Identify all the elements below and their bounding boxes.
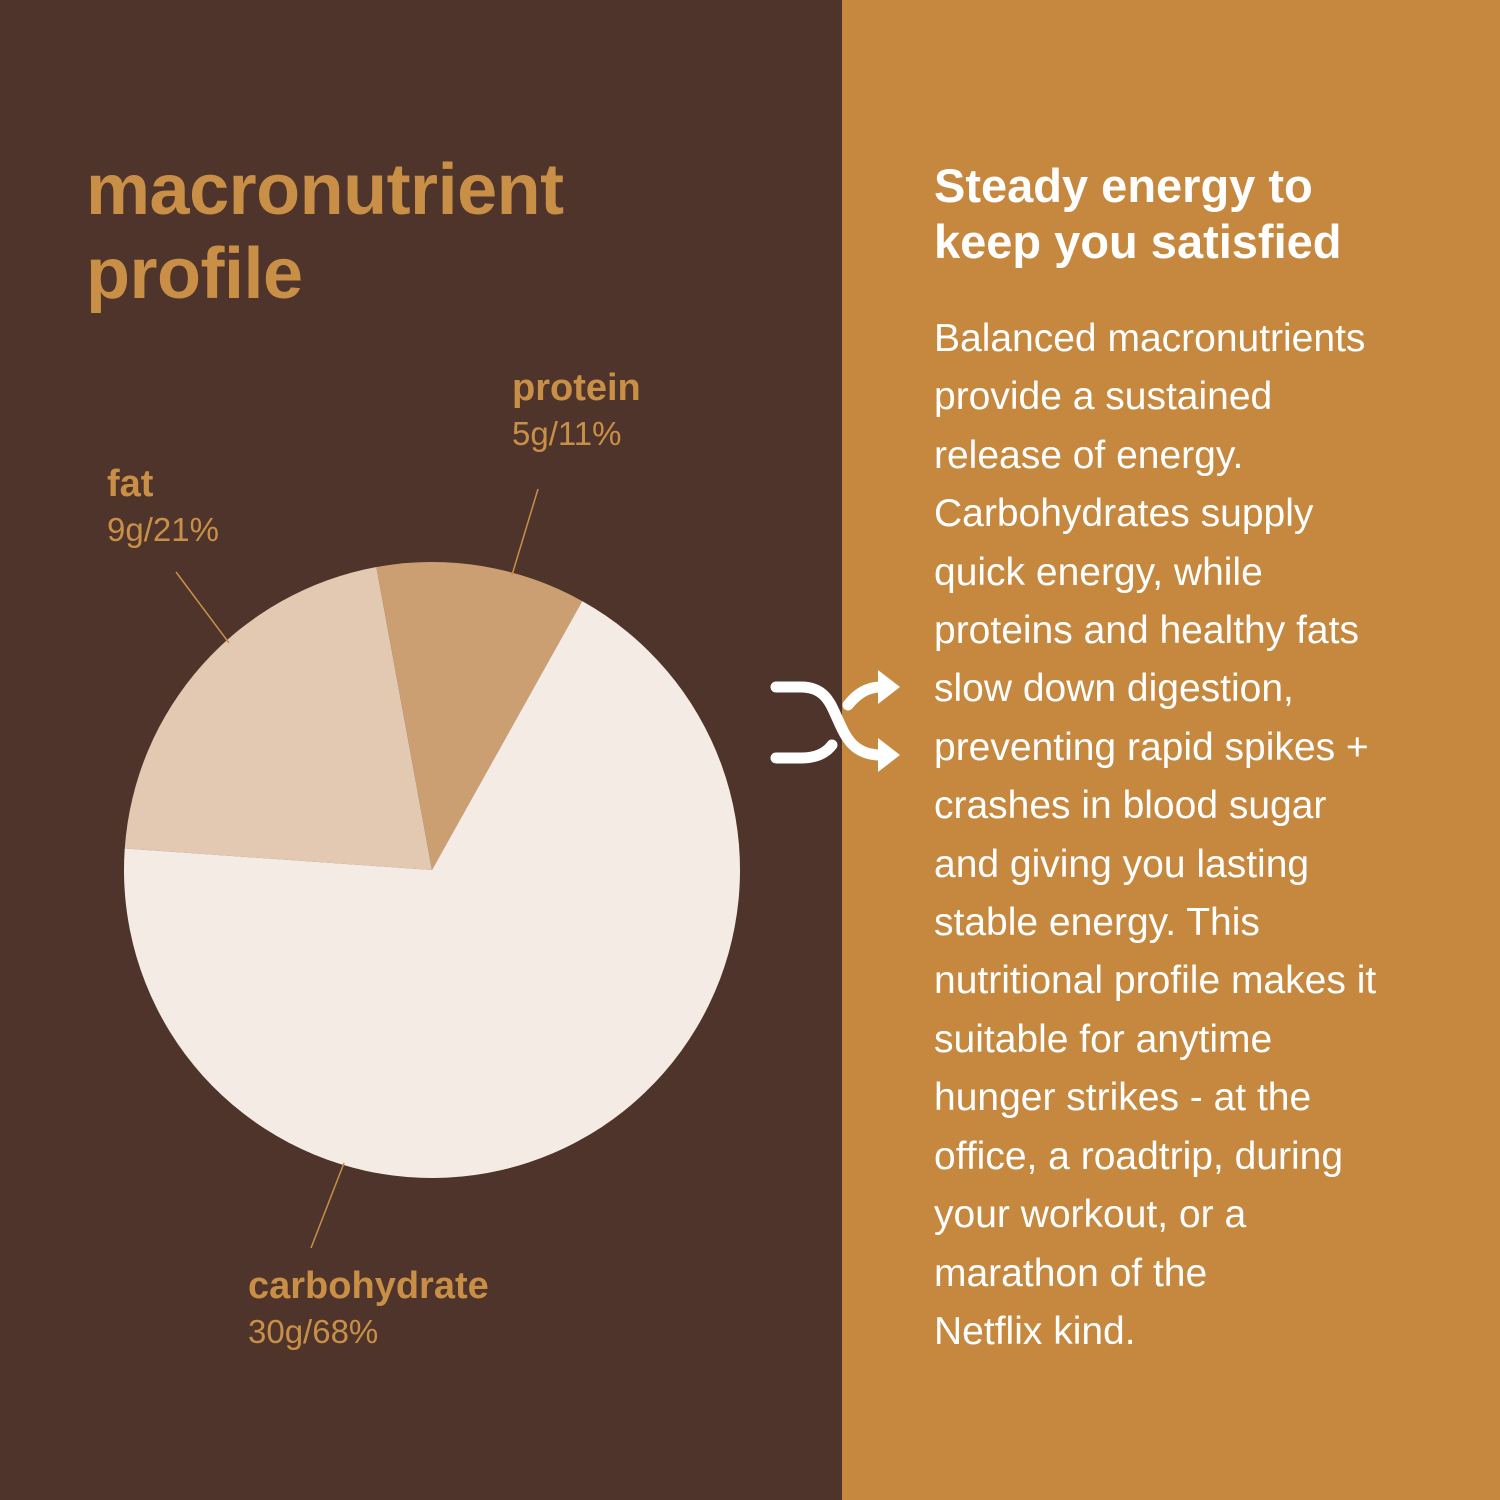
carbohydrate-label: carbohydrate 30g/68% [248, 1264, 489, 1356]
title-line: profile [86, 234, 303, 314]
page-title: macronutrient profile [86, 148, 564, 316]
carbohydrate-value: 30g/68% [248, 1313, 379, 1350]
body-line: your workout, or a [934, 1193, 1247, 1237]
carbohydrate-name: carbohydrate [248, 1265, 489, 1307]
carbohydrate-leader-line [310, 1162, 345, 1249]
body-line: nutritional profile makes it [934, 959, 1377, 1003]
body-line: Carbohydrates supply [934, 492, 1314, 536]
fat-name: fat [107, 463, 154, 505]
heading-line: keep you satisfied [934, 215, 1342, 268]
fat-leader-line [175, 571, 230, 644]
body-line: release of energy. [934, 433, 1244, 477]
pie-chart [124, 488, 741, 1249]
protein-label: protein 5g/11% [512, 366, 641, 458]
fat-label: fat 9g/21% [107, 462, 219, 554]
body-line: suitable for anytime [934, 1017, 1273, 1061]
fat-slice [124, 567, 432, 870]
body-line: marathon of the [934, 1251, 1208, 1295]
protein-leader-line [511, 488, 539, 576]
protein-value: 5g/11% [512, 415, 622, 452]
body-line: hunger strikes - at the [934, 1076, 1312, 1120]
body-line: and giving you lasting [934, 842, 1310, 886]
body-line: slow down digestion, [934, 667, 1294, 711]
heading: Steady energy to keep you satisfied [934, 158, 1342, 270]
fat-value: 9g/21% [107, 511, 219, 548]
protein-name: protein [512, 367, 641, 409]
title-line: macronutrient [86, 150, 564, 230]
body-line: provide a sustained [934, 375, 1273, 419]
carbohydrate-slice [124, 601, 741, 1178]
body-line: quick energy, while [934, 550, 1263, 594]
body-line: proteins and healthy fats [934, 609, 1359, 653]
body-line: stable energy. This [934, 901, 1260, 945]
body-line: crashes in blood sugar [934, 784, 1327, 828]
body-line: office, a roadtrip, during [934, 1134, 1344, 1178]
body-line: preventing rapid spikes + [934, 725, 1369, 769]
body-line: Balanced macronutrients [934, 317, 1366, 360]
body-line: Netflix kind. [934, 1309, 1136, 1353]
protein-slice [376, 562, 583, 870]
right-panel [842, 0, 1500, 1500]
heading-line: Steady energy to [934, 159, 1313, 212]
shuffle-arrows-icon [770, 670, 900, 772]
body-text: Balanced macronutrients provide a sustain… [934, 310, 1376, 1361]
